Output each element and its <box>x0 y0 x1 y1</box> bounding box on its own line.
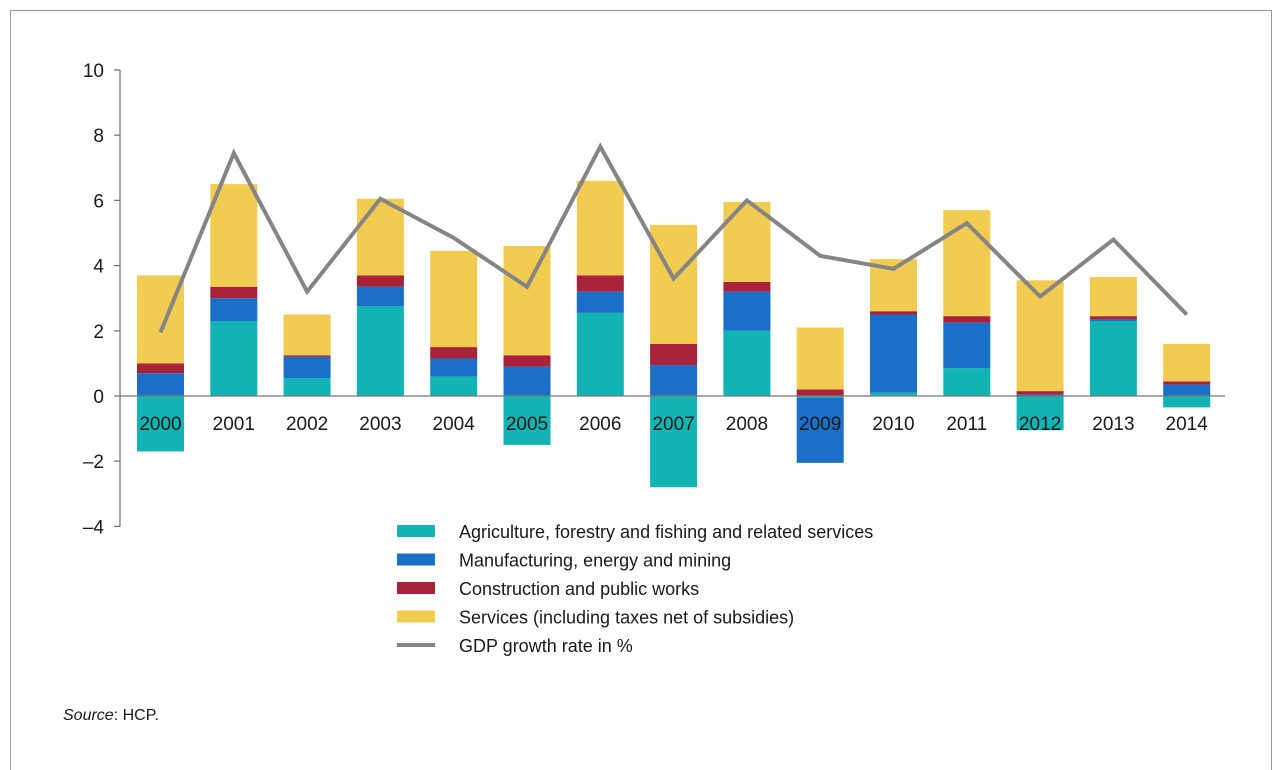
bar-segment-2005-s3 <box>504 355 551 366</box>
bar-segment-2002-s4 <box>284 315 331 356</box>
x-tick-label-2011: 2011 <box>946 414 987 435</box>
bar-segment-2006-s2 <box>577 292 624 313</box>
bar-segment-2011-s3 <box>943 316 990 323</box>
bar-segment-2005-s4 <box>504 246 551 355</box>
x-tick-label-2002: 2002 <box>286 414 328 435</box>
bar-segment-2008-s3 <box>723 282 770 292</box>
bar-segment-2011-s4 <box>943 210 990 316</box>
x-tick-labels: 2000 2001 2002 2003 2004 2005 2006 2007 2008 2009… <box>139 414 1208 435</box>
bar-segment-2003-s2 <box>357 287 404 307</box>
bar-segment-2004-s2 <box>430 359 477 377</box>
bar-segment-2001-s3 <box>210 287 257 298</box>
x-tick-label-2006: 2006 <box>579 414 621 435</box>
legend-swatch-1 <box>397 525 435 537</box>
bar-segment-2006-s1 <box>577 313 624 396</box>
y-tick-label: 10 <box>83 61 104 82</box>
legend-swatch-2 <box>397 554 435 566</box>
x-tick-label-2012: 2012 <box>1019 414 1061 435</box>
bar-segment-2013-s3 <box>1090 316 1137 319</box>
source-label: Source <box>63 707 114 724</box>
bar-segment-2003-s1 <box>357 306 404 396</box>
y-tick-label: –4 <box>83 517 105 538</box>
x-tick-label-2005: 2005 <box>506 414 548 435</box>
bar-segment-2013-s4 <box>1090 277 1137 316</box>
source-note: Source: HCP. <box>63 707 159 725</box>
bar-segment-2008-s1 <box>723 331 770 396</box>
bar-segment-2002-s1 <box>284 378 331 396</box>
legend-swatch-4 <box>397 611 435 623</box>
bar-segment-2009-s4 <box>797 328 844 390</box>
bar-segment-2013-s2 <box>1090 319 1137 321</box>
bar-segment-2014-s4 <box>1163 344 1210 381</box>
bar-segment-2005-s2 <box>504 367 551 396</box>
bar-segment-2001-s1 <box>210 321 257 396</box>
y-tick-label: 8 <box>93 126 104 147</box>
source-value: : HCP. <box>114 707 159 724</box>
bar-segment-2003-s3 <box>357 275 404 286</box>
bar-segment-2006-s4 <box>577 181 624 276</box>
x-tick-label-2013: 2013 <box>1092 414 1134 435</box>
y-tick-label: 6 <box>93 191 104 212</box>
bar-segment-2013-s1 <box>1090 321 1137 396</box>
bar-segment-2008-s2 <box>723 292 770 331</box>
bar-segment-2001-s4 <box>210 184 257 287</box>
bar-segment-2004-s1 <box>430 376 477 396</box>
legend-label-1: Agriculture, forestry and fishing and re… <box>459 522 873 542</box>
legend: Agriculture, forestry and fishing and re… <box>397 522 873 656</box>
x-tick-label-2000: 2000 <box>139 414 181 435</box>
bar-segment-2004-s3 <box>430 347 477 358</box>
bar-segment-2014-s3 <box>1163 381 1210 384</box>
y-tick-label: 2 <box>93 322 104 343</box>
bar-segment-2003-s4 <box>357 199 404 276</box>
bar-segment-2007-s3 <box>650 344 697 365</box>
y-tick-label: 0 <box>93 387 104 408</box>
y-tick-label: 4 <box>93 257 104 278</box>
x-tick-label-2003: 2003 <box>359 414 401 435</box>
bar-segment-2009-s3 <box>797 389 844 396</box>
legend-label-line: GDP growth rate in % <box>459 636 633 656</box>
legend-swatch-3 <box>397 582 435 594</box>
bars-layer <box>137 181 1210 487</box>
x-tick-label-2010: 2010 <box>872 414 914 435</box>
legend-label-3: Construction and public works <box>459 579 699 599</box>
y-tick-label: –2 <box>83 452 104 473</box>
bar-segment-2011-s1 <box>943 368 990 396</box>
bar-segment-2001-s2 <box>210 298 257 321</box>
bar-segment-2012-s3 <box>1017 391 1064 394</box>
bar-segment-2014-s2 <box>1163 385 1210 396</box>
legend-label-2: Manufacturing, energy and mining <box>459 551 731 571</box>
bar-segment-2002-s3 <box>284 355 331 357</box>
bar-segment-2000-s3 <box>137 363 184 373</box>
bar-segment-2010-s2 <box>870 315 917 393</box>
bar-segment-2004-s4 <box>430 251 477 347</box>
x-tick-label-2009: 2009 <box>799 414 841 435</box>
bar-segment-2007-s4 <box>650 225 697 344</box>
x-tick-label-2004: 2004 <box>433 414 476 435</box>
x-tick-label-2007: 2007 <box>652 414 694 435</box>
bar-segment-2002-s2 <box>284 357 331 378</box>
x-tick-label-2008: 2008 <box>726 414 768 435</box>
bar-segment-2007-s1 <box>650 396 697 487</box>
bar-segment-2011-s2 <box>943 323 990 369</box>
bar-segment-2006-s3 <box>577 275 624 291</box>
bar-segment-2014-s1 <box>1163 396 1210 407</box>
x-tick-label-2014: 2014 <box>1166 414 1209 435</box>
bar-segment-2010-s3 <box>870 311 917 314</box>
legend-label-4: Services (including taxes net of subsidi… <box>459 608 794 628</box>
bar-segment-2000-s2 <box>137 373 184 396</box>
bar-segment-2007-s2 <box>650 365 697 396</box>
x-tick-label-2001: 2001 <box>213 414 255 435</box>
